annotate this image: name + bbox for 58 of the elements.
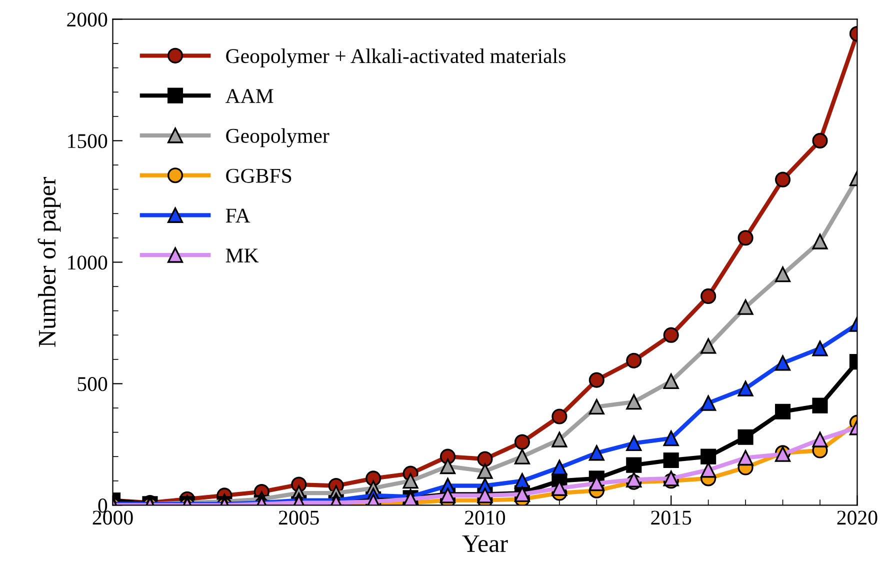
- x-tick-label: 2010: [465, 510, 506, 525]
- point: [774, 404, 791, 420]
- y-tick-label: 500: [78, 377, 108, 392]
- point: [738, 450, 754, 466]
- point: [663, 373, 679, 390]
- legend-label: Geopolymer: [226, 128, 330, 148]
- point: [440, 458, 456, 474]
- x-tick-label: 2020: [837, 510, 878, 525]
- point: [774, 355, 791, 371]
- point: [700, 338, 716, 354]
- point: [514, 434, 530, 450]
- point: [663, 452, 679, 468]
- point: [700, 395, 716, 411]
- point: [812, 398, 828, 414]
- point: [738, 230, 754, 246]
- point: [812, 234, 828, 250]
- point: [626, 394, 642, 410]
- y-axis-title: Number of paper: [38, 177, 61, 347]
- point: [663, 327, 679, 343]
- point: [588, 445, 604, 461]
- point: [700, 448, 716, 464]
- point: [812, 432, 828, 448]
- legend-label: FA: [226, 208, 250, 222]
- point: [552, 408, 568, 424]
- point: [514, 448, 530, 464]
- point: [700, 288, 716, 304]
- point: [552, 460, 568, 476]
- legend-label: GGBFS: [226, 168, 292, 183]
- point: [626, 435, 642, 451]
- point: [588, 398, 604, 415]
- point: [812, 132, 828, 148]
- point: [514, 473, 530, 489]
- point: [812, 340, 828, 356]
- x-tick-label: 2015: [651, 510, 692, 525]
- point: [477, 463, 493, 479]
- point: [626, 457, 642, 473]
- point: [738, 380, 754, 396]
- point: [588, 372, 604, 388]
- point: [477, 451, 493, 467]
- legend-label: Geopolymer + Alkali-activated materials: [226, 48, 566, 68]
- y-tick-label: 1500: [68, 134, 108, 148]
- point: [402, 473, 418, 489]
- y-tick-label: 1000: [68, 256, 108, 270]
- point: [774, 266, 791, 282]
- y-tick-label: 2000: [67, 12, 108, 27]
- point: [552, 432, 568, 448]
- x-tick-label: 2005: [278, 510, 319, 525]
- x-tick-label: 2000: [92, 510, 133, 525]
- point: [738, 429, 754, 445]
- legend-label: MK: [226, 248, 259, 262]
- point: [738, 299, 754, 315]
- point: [700, 462, 716, 478]
- legend-label: AAM: [225, 89, 274, 103]
- point: [663, 430, 679, 446]
- point: [774, 172, 791, 188]
- x-axis-title: Year: [462, 535, 508, 552]
- y-tick-label: 0: [98, 498, 108, 513]
- point: [626, 352, 642, 368]
